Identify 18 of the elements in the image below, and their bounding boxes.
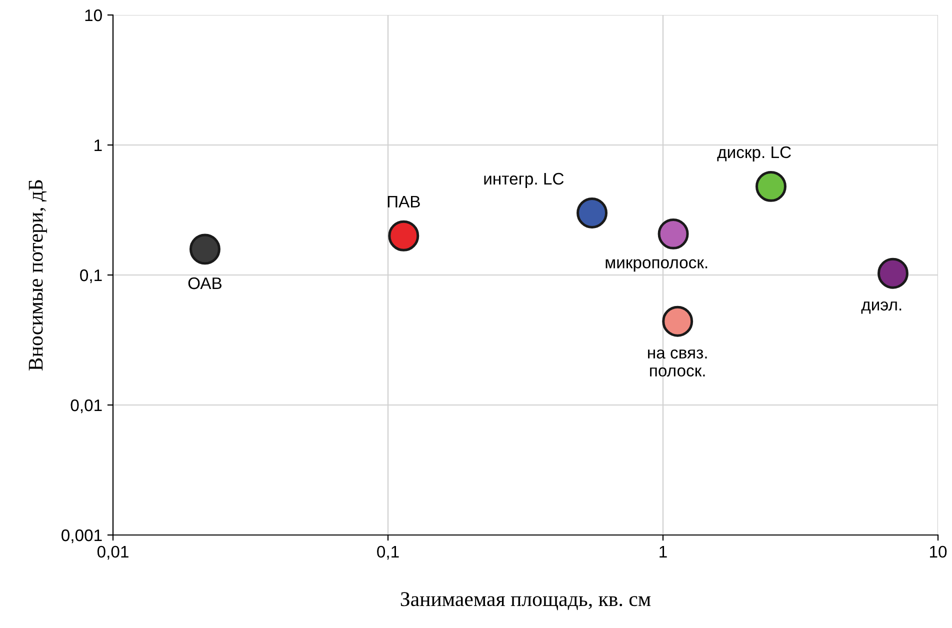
x-tick-label: 10 bbox=[930, 546, 947, 558]
series-label: диэл. bbox=[861, 301, 902, 314]
x-tick-label: 0,01 bbox=[97, 546, 128, 560]
y-tick-label: 0,1 bbox=[80, 269, 102, 284]
y-tick-label: 1 bbox=[94, 140, 102, 152]
x-axis-title: Занимаемая площадь, кв. см bbox=[400, 592, 651, 610]
series-label: микрополоск. bbox=[606, 259, 708, 272]
x-tick-label: 1 bbox=[660, 546, 667, 558]
series-label: ПАВ bbox=[388, 196, 420, 208]
series-label: на связ. полоск. bbox=[648, 349, 707, 377]
y-tick-label: 0,001 bbox=[62, 529, 102, 544]
series-label: дискр. LC bbox=[717, 146, 791, 162]
y-axis-title: Вносимые потери, дБ bbox=[28, 180, 47, 370]
x-tick-label: 0,1 bbox=[377, 546, 399, 560]
y-tick-label: 0,01 bbox=[70, 399, 102, 414]
series-label: ОАВ bbox=[188, 277, 222, 290]
series-label: интегр. LC bbox=[484, 172, 564, 188]
y-tick-label: 10 bbox=[85, 9, 102, 22]
